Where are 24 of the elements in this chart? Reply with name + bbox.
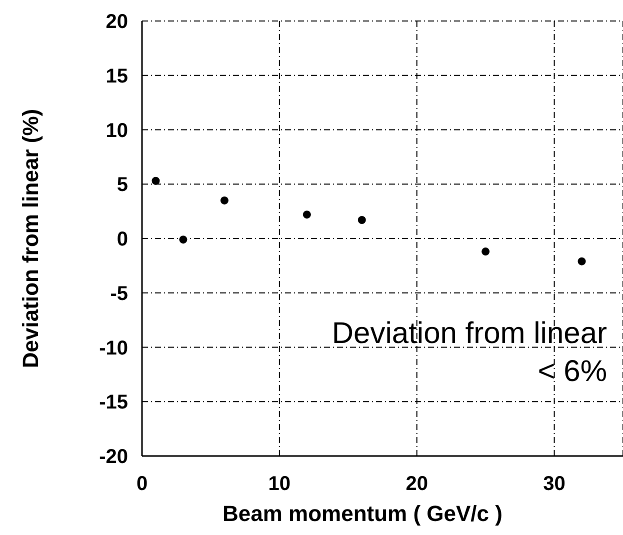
point	[302, 210, 311, 219]
y-tick-label: -20	[99, 446, 128, 468]
y-tick-label: 10	[106, 120, 128, 142]
point	[152, 176, 160, 185]
point	[358, 216, 366, 224]
point	[482, 248, 490, 256]
point	[578, 257, 586, 266]
x-tick-label: 10	[268, 473, 291, 496]
point	[220, 196, 228, 204]
y-tick-label: -15	[99, 392, 128, 414]
y-tick-label: 20	[106, 11, 128, 34]
annotation: Deviation from linear	[332, 316, 607, 352]
point	[179, 236, 188, 244]
y-tick-label: 5	[116, 174, 128, 196]
annotation: < 6%	[536, 354, 607, 390]
y-axis-title: Deviation from linear (%)	[18, 108, 43, 368]
y-tick-label: 15	[106, 65, 128, 88]
x-tick-label: 30	[543, 473, 566, 496]
y-tick-label: -10	[99, 337, 128, 360]
x-tick-label: 20	[406, 473, 428, 496]
x-tick-label: 0	[136, 473, 148, 496]
y-tick-label: 0	[116, 228, 128, 251]
x-axis-title: Beam momentum ( GeV/c )	[222, 501, 502, 526]
y-tick-label: -5	[110, 282, 128, 305]
